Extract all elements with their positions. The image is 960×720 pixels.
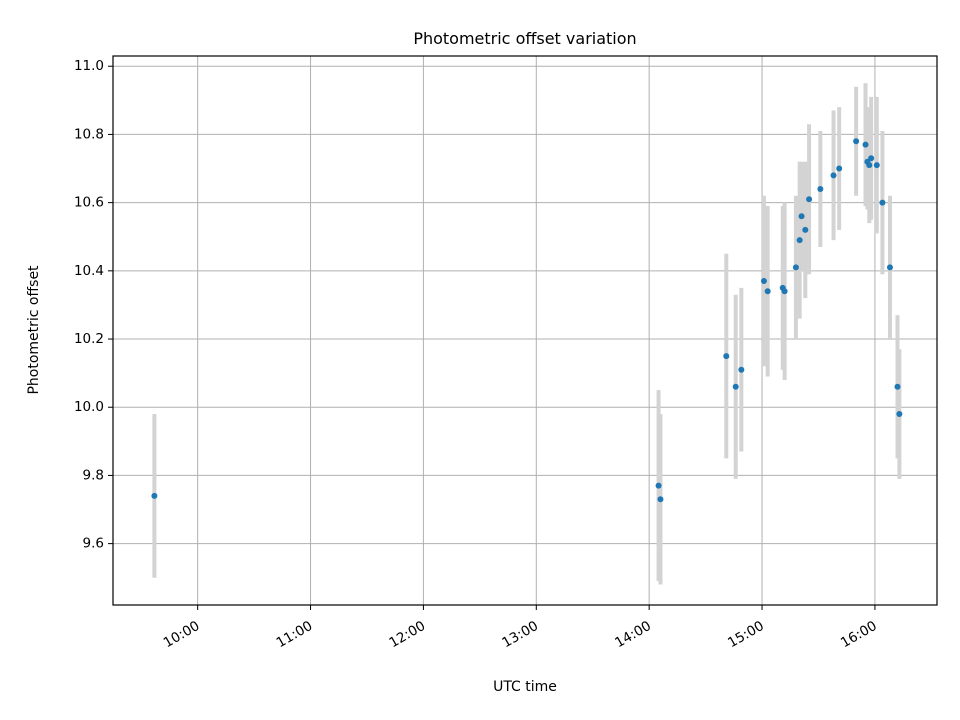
data-point xyxy=(738,366,745,373)
data-point xyxy=(886,264,893,271)
data-point xyxy=(723,353,730,360)
data-point xyxy=(896,411,903,418)
data-point xyxy=(862,141,869,148)
data-point xyxy=(817,185,824,192)
data-point xyxy=(732,383,739,390)
data-point xyxy=(802,226,809,233)
data-point xyxy=(853,138,860,145)
y-tick-label: 11.0 xyxy=(74,58,104,74)
y-tick-label: 9.6 xyxy=(83,536,104,552)
data-point xyxy=(781,288,788,295)
data-point xyxy=(894,383,901,390)
y-tick-label: 10.0 xyxy=(74,399,104,415)
data-point xyxy=(868,155,875,162)
data-point xyxy=(798,213,805,220)
data-point xyxy=(792,264,799,271)
data-point xyxy=(796,237,803,244)
y-tick-label: 9.8 xyxy=(83,467,104,483)
y-tick-label: 10.8 xyxy=(74,126,104,142)
y-tick-label: 10.2 xyxy=(74,331,104,347)
chart-title: Photometric offset variation xyxy=(413,29,636,48)
data-point xyxy=(830,172,837,179)
data-point xyxy=(764,288,771,295)
data-points xyxy=(151,138,903,503)
data-point xyxy=(760,278,767,285)
data-point xyxy=(655,482,662,489)
y-tick-label: 10.4 xyxy=(74,263,104,279)
data-point xyxy=(866,162,873,169)
data-point xyxy=(873,162,880,169)
data-point xyxy=(657,496,664,503)
data-point xyxy=(806,196,813,203)
data-point xyxy=(151,492,158,499)
y-tick-label: 10.6 xyxy=(74,195,104,211)
y-axis-label: Photometric offset xyxy=(26,265,42,395)
data-point xyxy=(879,199,886,206)
data-point xyxy=(836,165,843,172)
plot-frame xyxy=(112,55,938,606)
x-axis-label: UTC time xyxy=(493,679,557,695)
y-axis-ticks: 9.6 9.8 10.0 10.2 10.4 10.6 10.8 11.0 xyxy=(74,58,113,552)
